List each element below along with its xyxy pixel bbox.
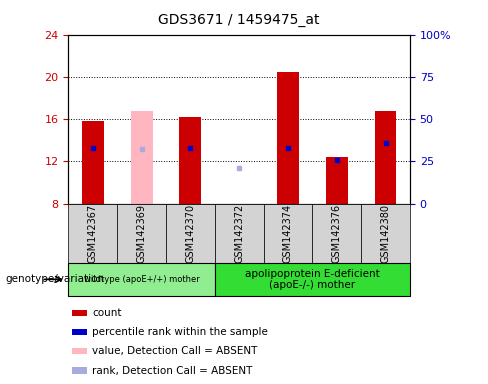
Bar xyxy=(361,204,410,263)
Bar xyxy=(72,310,87,316)
Text: GSM142374: GSM142374 xyxy=(283,204,293,263)
Bar xyxy=(68,263,215,296)
Bar xyxy=(326,157,347,204)
Bar xyxy=(72,348,87,354)
Text: percentile rank within the sample: percentile rank within the sample xyxy=(92,327,268,337)
Bar xyxy=(131,111,152,204)
Bar xyxy=(375,111,396,204)
Text: genotype/variation: genotype/variation xyxy=(5,274,104,285)
Bar xyxy=(264,204,312,263)
Bar xyxy=(68,204,117,263)
Text: wildtype (apoE+/+) mother: wildtype (apoE+/+) mother xyxy=(83,275,200,284)
Text: GSM142372: GSM142372 xyxy=(234,204,244,263)
Text: GDS3671 / 1459475_at: GDS3671 / 1459475_at xyxy=(159,13,320,27)
Text: value, Detection Call = ABSENT: value, Detection Call = ABSENT xyxy=(92,346,258,356)
Bar xyxy=(215,204,264,263)
Text: GSM142369: GSM142369 xyxy=(137,204,146,263)
Text: GSM142376: GSM142376 xyxy=(332,204,342,263)
Bar xyxy=(215,263,410,296)
Bar xyxy=(72,367,87,374)
Bar xyxy=(166,204,215,263)
Text: GSM142370: GSM142370 xyxy=(185,204,195,263)
Bar xyxy=(72,329,87,335)
Text: apolipoprotein E-deficient
(apoE-/-) mother: apolipoprotein E-deficient (apoE-/-) mot… xyxy=(245,268,380,290)
Text: count: count xyxy=(92,308,122,318)
Text: GSM142380: GSM142380 xyxy=(381,204,390,263)
Bar xyxy=(277,71,299,204)
Bar xyxy=(82,121,103,204)
Bar xyxy=(117,204,166,263)
Text: GSM142367: GSM142367 xyxy=(88,204,98,263)
Bar xyxy=(312,204,361,263)
Text: rank, Detection Call = ABSENT: rank, Detection Call = ABSENT xyxy=(92,366,253,376)
Bar xyxy=(180,117,201,204)
